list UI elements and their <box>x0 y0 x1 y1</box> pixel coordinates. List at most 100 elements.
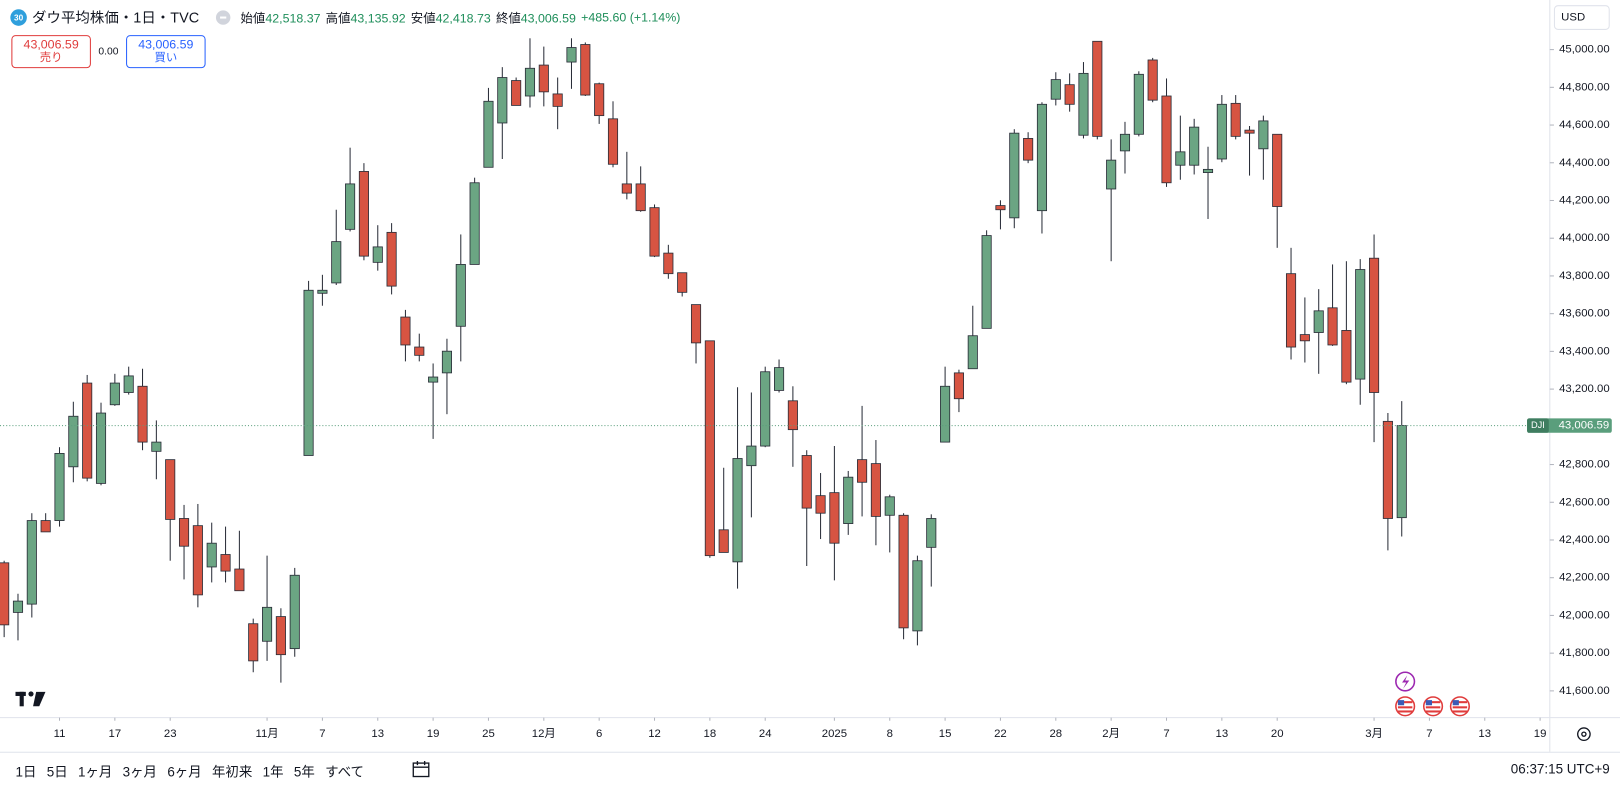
x-tick-label: 3月 <box>1365 728 1383 740</box>
candle-body <box>165 459 176 520</box>
spread: 0.00 <box>98 45 119 58</box>
candle-body <box>1050 79 1061 100</box>
collapse-button[interactable] <box>215 10 231 25</box>
sell-price: 43,006.59 <box>23 37 79 52</box>
candle-body <box>358 171 369 257</box>
x-tick-label: 19 <box>1534 728 1547 740</box>
x-tick-label: 28 <box>1049 728 1062 740</box>
candle-body <box>483 100 494 168</box>
candle-body <box>760 371 771 447</box>
x-tick-label: 7 <box>1426 728 1432 740</box>
candle-body <box>386 231 397 287</box>
candle-body <box>248 623 259 662</box>
candle-body <box>843 476 854 524</box>
candle-body <box>26 520 37 605</box>
y-tick-label: 42,000.00 <box>1559 609 1610 621</box>
range-buttons: 1日 5日 1ヶ月 3ヶ月 6ヶ月 年初来 1年 5年 すべて <box>10 759 369 783</box>
x-tick-label: 17 <box>109 728 122 740</box>
ohlc-item: 高値43,135.92 <box>326 9 406 27</box>
candle-body <box>524 67 536 97</box>
candle-body <box>1133 73 1144 135</box>
candle-body <box>566 47 577 63</box>
candle-body <box>1023 138 1034 161</box>
symbol-title[interactable]: ダウ平均株価・1日・TVC <box>32 9 200 26</box>
range-button[interactable]: 5年 <box>293 764 315 780</box>
candle-body <box>1285 273 1297 348</box>
ohlc-value: 43,135.92 <box>350 10 406 26</box>
plot-area <box>0 38 1407 683</box>
candle-body <box>815 495 826 514</box>
candle-body <box>1396 425 1407 519</box>
candle-body <box>455 264 466 327</box>
candle-body <box>317 289 328 294</box>
candle-body <box>607 118 619 165</box>
y-tick-label: 44,800.00 <box>1559 81 1610 93</box>
range-button[interactable]: 3ヶ月 <box>122 764 157 780</box>
candle-body <box>1230 102 1241 137</box>
goto-date-icon[interactable] <box>411 759 432 780</box>
sell-label: 売り <box>39 51 63 65</box>
ohlc-item: 終値43,006.59 <box>496 9 576 27</box>
candle-body <box>704 340 715 557</box>
candle-body <box>178 518 190 547</box>
range-button[interactable]: 1年 <box>262 764 284 780</box>
buy-button[interactable]: 43,006.59 買い <box>126 35 206 69</box>
buy-price: 43,006.59 <box>138 37 194 52</box>
candle-body <box>1216 103 1227 160</box>
candle-body <box>635 183 646 212</box>
candle-body <box>441 350 453 374</box>
ohlc-label: 始値 <box>240 10 266 26</box>
candle-body <box>234 568 245 592</box>
ohlc-label: 高値 <box>325 10 351 26</box>
candle-body <box>552 93 563 107</box>
sell-button[interactable]: 43,006.59 売り <box>11 35 91 69</box>
ohlc-label: 安値 <box>410 10 436 26</box>
y-tick-label: 44,000.00 <box>1559 232 1610 244</box>
candle-body <box>1175 151 1186 166</box>
candle-body <box>649 207 660 257</box>
candle-body <box>54 453 65 521</box>
range-button[interactable]: 6ヶ月 <box>167 764 202 780</box>
candle-body <box>511 80 522 106</box>
range-button[interactable]: 1ヶ月 <box>77 764 113 780</box>
settings-icon[interactable] <box>1577 727 1591 742</box>
y-tick-label: 42,800.00 <box>1559 459 1610 471</box>
candle-body <box>469 182 480 265</box>
y-tick-label: 43,400.00 <box>1559 345 1610 357</box>
range-button[interactable]: 5日 <box>46 764 68 780</box>
x-tick-label: 2025 <box>822 728 847 740</box>
tv-logo <box>15 691 46 707</box>
x-tick-label: 25 <box>482 728 495 740</box>
candle-body <box>967 335 978 370</box>
x-tick-label: 7 <box>319 728 325 740</box>
range-button[interactable]: すべて <box>325 764 364 780</box>
y-tick-label: 42,200.00 <box>1559 572 1610 584</box>
event-icons[interactable] <box>1395 671 1470 717</box>
candle-body <box>884 496 895 516</box>
x-tick-label: 13 <box>1216 728 1229 740</box>
candle-body <box>981 235 992 329</box>
candle-body <box>220 554 231 572</box>
candle-body <box>428 376 439 383</box>
candle-body <box>926 518 937 548</box>
x-tick-label: 13 <box>371 728 384 740</box>
candle-body <box>718 529 729 553</box>
candle-body <box>95 412 107 484</box>
candle-body <box>690 304 702 344</box>
candle-body <box>1341 330 1352 383</box>
buy-label: 買い <box>154 51 178 65</box>
currency-select[interactable]: USD <box>1553 5 1610 30</box>
range-button[interactable]: 1日 <box>15 764 37 780</box>
candle-body <box>940 385 951 443</box>
candle-body <box>1382 420 1393 519</box>
ohlc-value: 42,518.37 <box>265 10 321 26</box>
candle-body <box>1299 334 1310 342</box>
ohlc-item: 安値42,418.73 <box>411 9 491 27</box>
candle-body <box>1202 168 1214 173</box>
range-button[interactable]: 年初来 <box>211 764 253 780</box>
candle-body <box>1147 59 1158 101</box>
candle-body <box>137 385 148 443</box>
x-tick-label: 7 <box>1163 728 1169 740</box>
y-tick-label: 42,600.00 <box>1559 496 1610 508</box>
